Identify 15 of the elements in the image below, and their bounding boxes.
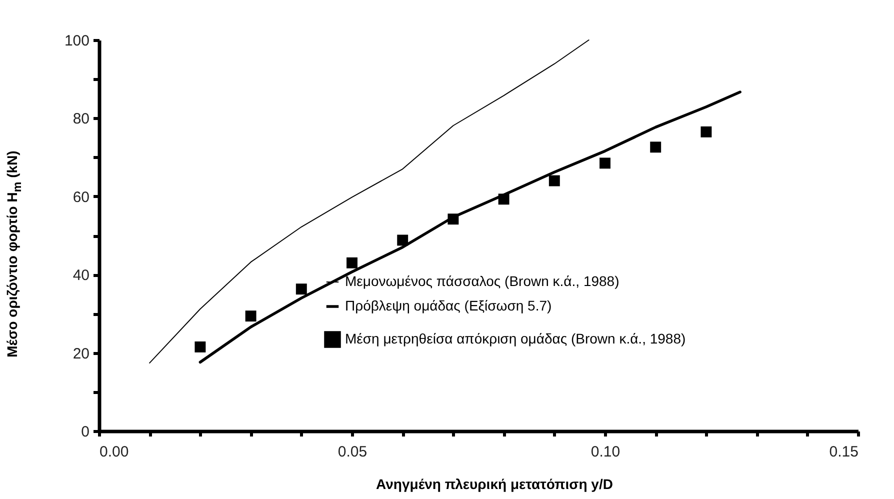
legend-label: Μέση μετρηθείσα απόκριση ομάδας (Brown κ.ά., 1988) [345, 330, 686, 346]
x-tick-label: 0.15 [829, 444, 858, 460]
y-tick-label: 60 [72, 188, 90, 206]
legend-label: Πρόβλεψη ομάδας (Εξίσωση 5.7) [345, 298, 552, 314]
y-tick-label: 80 [72, 110, 90, 128]
line-series [198, 90, 742, 364]
x-tick-label: 0.05 [338, 444, 368, 460]
x-tick-label: 0.10 [590, 444, 620, 460]
y-tick-label: 0 [81, 424, 90, 440]
y-tick-label: 100 [64, 32, 90, 50]
y-tick-label: 20 [72, 345, 90, 362]
legend-label: Μεμονωμένος πάσσαλος (Brown κ.ά., 1988) [345, 273, 620, 289]
y-tick-label: 40 [72, 267, 90, 284]
x-axis-title: Ανηγμένη πλευρική μετατόπιση y/D [375, 476, 614, 492]
x-tick-label: 0.00 [100, 444, 129, 460]
